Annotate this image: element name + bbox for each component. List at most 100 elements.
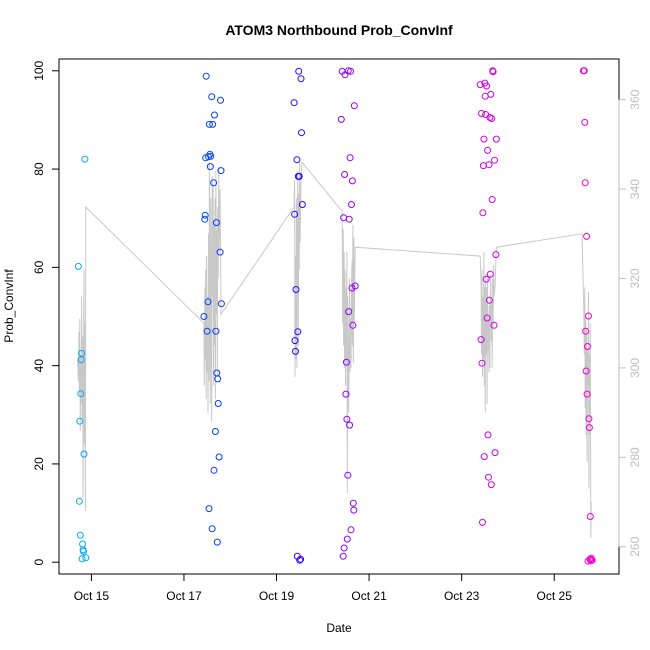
data-point bbox=[583, 390, 591, 398]
data-point bbox=[215, 453, 223, 461]
data-point bbox=[477, 336, 485, 344]
data-point bbox=[297, 75, 305, 83]
data-point bbox=[346, 421, 354, 429]
data-point bbox=[349, 321, 357, 329]
data-point bbox=[585, 312, 592, 320]
data-point bbox=[480, 453, 488, 461]
data-point bbox=[580, 67, 588, 75]
data-point bbox=[479, 209, 487, 217]
data-point bbox=[293, 156, 301, 164]
data-point bbox=[583, 232, 591, 240]
data-point bbox=[351, 282, 359, 290]
data-point bbox=[476, 81, 484, 89]
y2-tick-label: 300 bbox=[628, 358, 642, 378]
data-point bbox=[483, 82, 491, 90]
data-point bbox=[211, 428, 219, 435]
data-point bbox=[292, 347, 299, 355]
x-axis-label: Date bbox=[326, 621, 352, 635]
data-point bbox=[209, 120, 217, 128]
data-point bbox=[296, 556, 304, 564]
data-point bbox=[483, 314, 491, 322]
data-point bbox=[485, 296, 493, 304]
data-point bbox=[480, 135, 488, 143]
x-tick-label: Oct 19 bbox=[259, 589, 295, 603]
data-point bbox=[339, 552, 347, 560]
data-point bbox=[344, 471, 352, 479]
data-point bbox=[212, 327, 220, 335]
data-point bbox=[586, 513, 594, 520]
data-point bbox=[340, 214, 348, 222]
data-point bbox=[484, 146, 492, 154]
plot-frame bbox=[58, 58, 620, 575]
data-point bbox=[79, 540, 87, 548]
data-point bbox=[491, 449, 499, 457]
data-point bbox=[342, 358, 350, 366]
data-point bbox=[490, 321, 498, 329]
data-point bbox=[81, 155, 89, 163]
y2-tick-label: 280 bbox=[628, 447, 642, 467]
data-point bbox=[488, 196, 496, 203]
data-point bbox=[486, 270, 494, 278]
data-point bbox=[492, 251, 500, 259]
data-point bbox=[348, 177, 356, 185]
axes-layer: Oct 15 Oct 17 Oct 19 Oct 21 Oct 23 Oct 25 0 20 4… bbox=[32, 60, 642, 603]
trace-line bbox=[77, 160, 592, 538]
data-point bbox=[211, 111, 218, 119]
data-point bbox=[298, 129, 305, 137]
data-point bbox=[210, 179, 218, 187]
y-tick-label: 80 bbox=[32, 162, 46, 176]
data-point bbox=[82, 554, 90, 562]
data-point bbox=[207, 152, 215, 160]
data-point bbox=[80, 547, 87, 555]
data-point bbox=[481, 92, 489, 100]
data-point bbox=[482, 111, 490, 118]
trace-layer bbox=[77, 160, 592, 538]
data-point bbox=[487, 481, 495, 489]
data-point bbox=[203, 327, 211, 335]
data-point bbox=[292, 286, 300, 293]
y2-tick-label: 340 bbox=[628, 179, 642, 199]
data-point bbox=[485, 473, 492, 481]
points-layer bbox=[74, 67, 596, 565]
x-tick-label: Oct 17 bbox=[166, 589, 202, 603]
y-tick-label: 20 bbox=[32, 457, 46, 471]
data-point bbox=[340, 544, 348, 552]
data-point bbox=[489, 68, 497, 76]
data-point bbox=[345, 215, 353, 223]
data-point bbox=[585, 415, 593, 423]
data-point bbox=[488, 115, 496, 122]
data-point bbox=[349, 499, 357, 507]
data-point bbox=[487, 90, 495, 98]
data-point bbox=[342, 390, 350, 398]
data-point bbox=[213, 538, 221, 546]
data-point bbox=[78, 349, 86, 357]
data-point bbox=[201, 215, 209, 223]
data-point bbox=[217, 300, 225, 308]
data-point bbox=[582, 327, 590, 335]
data-point bbox=[479, 518, 486, 526]
data-point bbox=[581, 118, 589, 126]
data-point bbox=[74, 262, 82, 270]
data-point bbox=[216, 248, 224, 256]
y-tick-label: 60 bbox=[32, 260, 46, 274]
y-tick-label: 0 bbox=[32, 559, 46, 566]
x-tick-label: Oct 23 bbox=[444, 589, 480, 603]
data-point bbox=[347, 526, 355, 534]
data-point bbox=[485, 161, 493, 169]
data-point bbox=[80, 450, 88, 458]
data-point bbox=[295, 67, 303, 75]
y-tick-label: 100 bbox=[32, 60, 46, 80]
chart-title: ATOM3 Northbound Prob_ConvInf bbox=[225, 22, 453, 38]
data-point bbox=[206, 163, 214, 171]
data-point bbox=[214, 375, 222, 383]
data-point bbox=[482, 275, 490, 283]
data-point bbox=[214, 400, 222, 407]
y2-tick-label: 360 bbox=[628, 89, 642, 109]
data-point bbox=[479, 162, 487, 170]
data-point bbox=[491, 156, 498, 164]
x-tick-label: Oct 15 bbox=[74, 589, 110, 603]
data-point bbox=[484, 431, 492, 439]
data-point bbox=[210, 466, 218, 474]
data-point bbox=[585, 424, 593, 432]
